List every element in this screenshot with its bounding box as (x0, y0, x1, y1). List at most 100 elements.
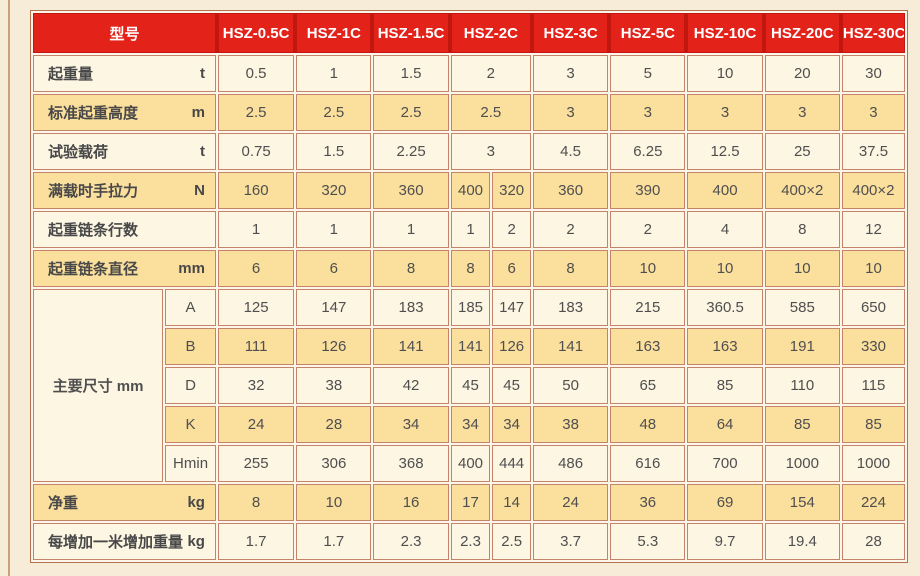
value-cell: 6.25 (610, 133, 686, 170)
value-cell: 390 (610, 172, 686, 209)
table-row: D 32 38 42 45 45 50 65 85 110 115 (33, 367, 905, 404)
value-cell: 24 (532, 484, 609, 521)
table-row: 起重链条直径 mm 6 6 8 8 6 8 10 10 10 10 (33, 250, 905, 287)
value-cell: 330 (841, 328, 905, 365)
value-cell: 48 (610, 406, 686, 443)
table-row: 主要尺寸 mm A 125 147 183 185 147 183 215 36… (33, 289, 905, 482)
value-cell: 10 (764, 250, 840, 287)
value-cell: 126 (296, 328, 372, 365)
dim-sub-label: Hmin (165, 445, 216, 482)
value-cell: 0.75 (217, 133, 295, 170)
value-cell: 12 (841, 211, 905, 248)
value-cell: 16 (373, 484, 449, 521)
row-label: 每增加一米增加重量 (48, 534, 184, 551)
value-cell: 10 (687, 55, 763, 92)
value-cell: 163 (687, 328, 763, 365)
dim-sub-label: D (165, 367, 216, 404)
value-cell: 650 (841, 289, 905, 326)
value-cell: 1 (450, 211, 491, 248)
value-cell: 3 (687, 94, 763, 131)
value-cell: 1 (296, 211, 372, 248)
table-row: 满载时手拉力 N 160 320 360 400 320 360 390 400 … (33, 172, 905, 209)
value-cell: 38 (532, 406, 609, 443)
value-cell: 34 (450, 406, 491, 443)
value-cell: 2 (610, 211, 686, 248)
dim-group-cell: 主要尺寸 mm (33, 289, 164, 482)
page-frame-line (8, 0, 10, 576)
spec-table-container: 型号 HSZ-0.5C HSZ-1C HSZ-1.5C HSZ-2C HSZ-3… (30, 10, 908, 563)
value-cell: 10 (841, 250, 905, 287)
value-cell: 125 (217, 289, 295, 326)
model-label-header: 型号 (33, 13, 216, 53)
row-label-cell: 试验载荷 t (33, 133, 216, 170)
value-cell: 2 (450, 55, 531, 92)
value-cell: 141 (532, 328, 609, 365)
value-cell: 1000 (841, 445, 905, 482)
value-cell: 183 (532, 289, 609, 326)
model-header: HSZ-0.5C (217, 13, 295, 53)
value-cell: 400×2 (764, 172, 840, 209)
value-cell: 85 (764, 406, 840, 443)
row-label-cell: 净重 kg (33, 484, 216, 521)
value-cell: 306 (296, 445, 372, 482)
table-row: 试验载荷 t 0.75 1.5 2.25 3 4.5 6.25 12.5 25 3… (33, 133, 905, 170)
value-cell: 616 (610, 445, 686, 482)
value-cell: 141 (373, 328, 449, 365)
value-cell: 3 (532, 94, 609, 131)
value-cell: 65 (610, 367, 686, 404)
value-cell: 1.7 (296, 523, 372, 560)
dim-sub-label: B (165, 328, 216, 365)
value-cell: 28 (296, 406, 372, 443)
row-label: 起重量 (48, 66, 94, 83)
value-cell: 30 (841, 55, 905, 92)
value-cell: 2.5 (217, 94, 295, 131)
model-header: HSZ-2C (450, 13, 531, 53)
row-unit: t (199, 143, 205, 160)
table-row: Hmin 255 306 368 400 444 486 616 700 100… (33, 445, 905, 482)
value-cell: 8 (764, 211, 840, 248)
row-label: 起重链条直径 (48, 261, 139, 278)
value-cell: 191 (764, 328, 840, 365)
value-cell: 400 (450, 445, 491, 482)
value-cell: 5 (610, 55, 686, 92)
value-cell: 10 (296, 484, 372, 521)
value-cell: 2.5 (296, 94, 372, 131)
value-cell: 3.7 (532, 523, 609, 560)
value-cell: 8 (217, 484, 295, 521)
row-label-cell: 标准起重高度 m (33, 94, 216, 131)
table-row: 起重量 t 0.5 1 1.5 2 3 5 10 20 30 (33, 55, 905, 92)
value-cell: 8 (532, 250, 609, 287)
row-label-cell: 起重量 t (33, 55, 216, 92)
value-cell: 360.5 (687, 289, 763, 326)
value-cell: 42 (373, 367, 449, 404)
value-cell: 69 (687, 484, 763, 521)
value-cell: 17 (450, 484, 491, 521)
value-cell: 2.5 (373, 94, 449, 131)
value-cell: 320 (492, 172, 531, 209)
value-cell: 9.7 (687, 523, 763, 560)
value-cell: 110 (764, 367, 840, 404)
value-cell: 163 (610, 328, 686, 365)
model-header: HSZ-30C (841, 13, 905, 53)
dim-sub-label: A (165, 289, 216, 326)
row-label-cell: 起重链条直径 mm (33, 250, 216, 287)
value-cell: 38 (296, 367, 372, 404)
value-cell: 8 (373, 250, 449, 287)
dim-sub-label: K (165, 406, 216, 443)
value-cell: 45 (450, 367, 491, 404)
table-row: 净重 kg 8 10 16 17 14 24 36 69 154 224 (33, 484, 905, 521)
spec-table: 型号 HSZ-0.5C HSZ-1C HSZ-1.5C HSZ-2C HSZ-3… (30, 10, 908, 563)
value-cell: 34 (492, 406, 531, 443)
value-cell: 255 (217, 445, 295, 482)
value-cell: 160 (217, 172, 295, 209)
row-unit: m (191, 104, 205, 121)
value-cell: 2.3 (450, 523, 491, 560)
table-row: 标准起重高度 m 2.5 2.5 2.5 2.5 3 3 3 3 3 (33, 94, 905, 131)
value-cell: 4 (687, 211, 763, 248)
value-cell: 360 (373, 172, 449, 209)
model-header: HSZ-1C (296, 13, 372, 53)
value-cell: 14 (492, 484, 531, 521)
row-label: 标准起重高度 (48, 105, 139, 122)
value-cell: 20 (764, 55, 840, 92)
row-label-cell: 每增加一米增加重量 kg (33, 523, 216, 560)
